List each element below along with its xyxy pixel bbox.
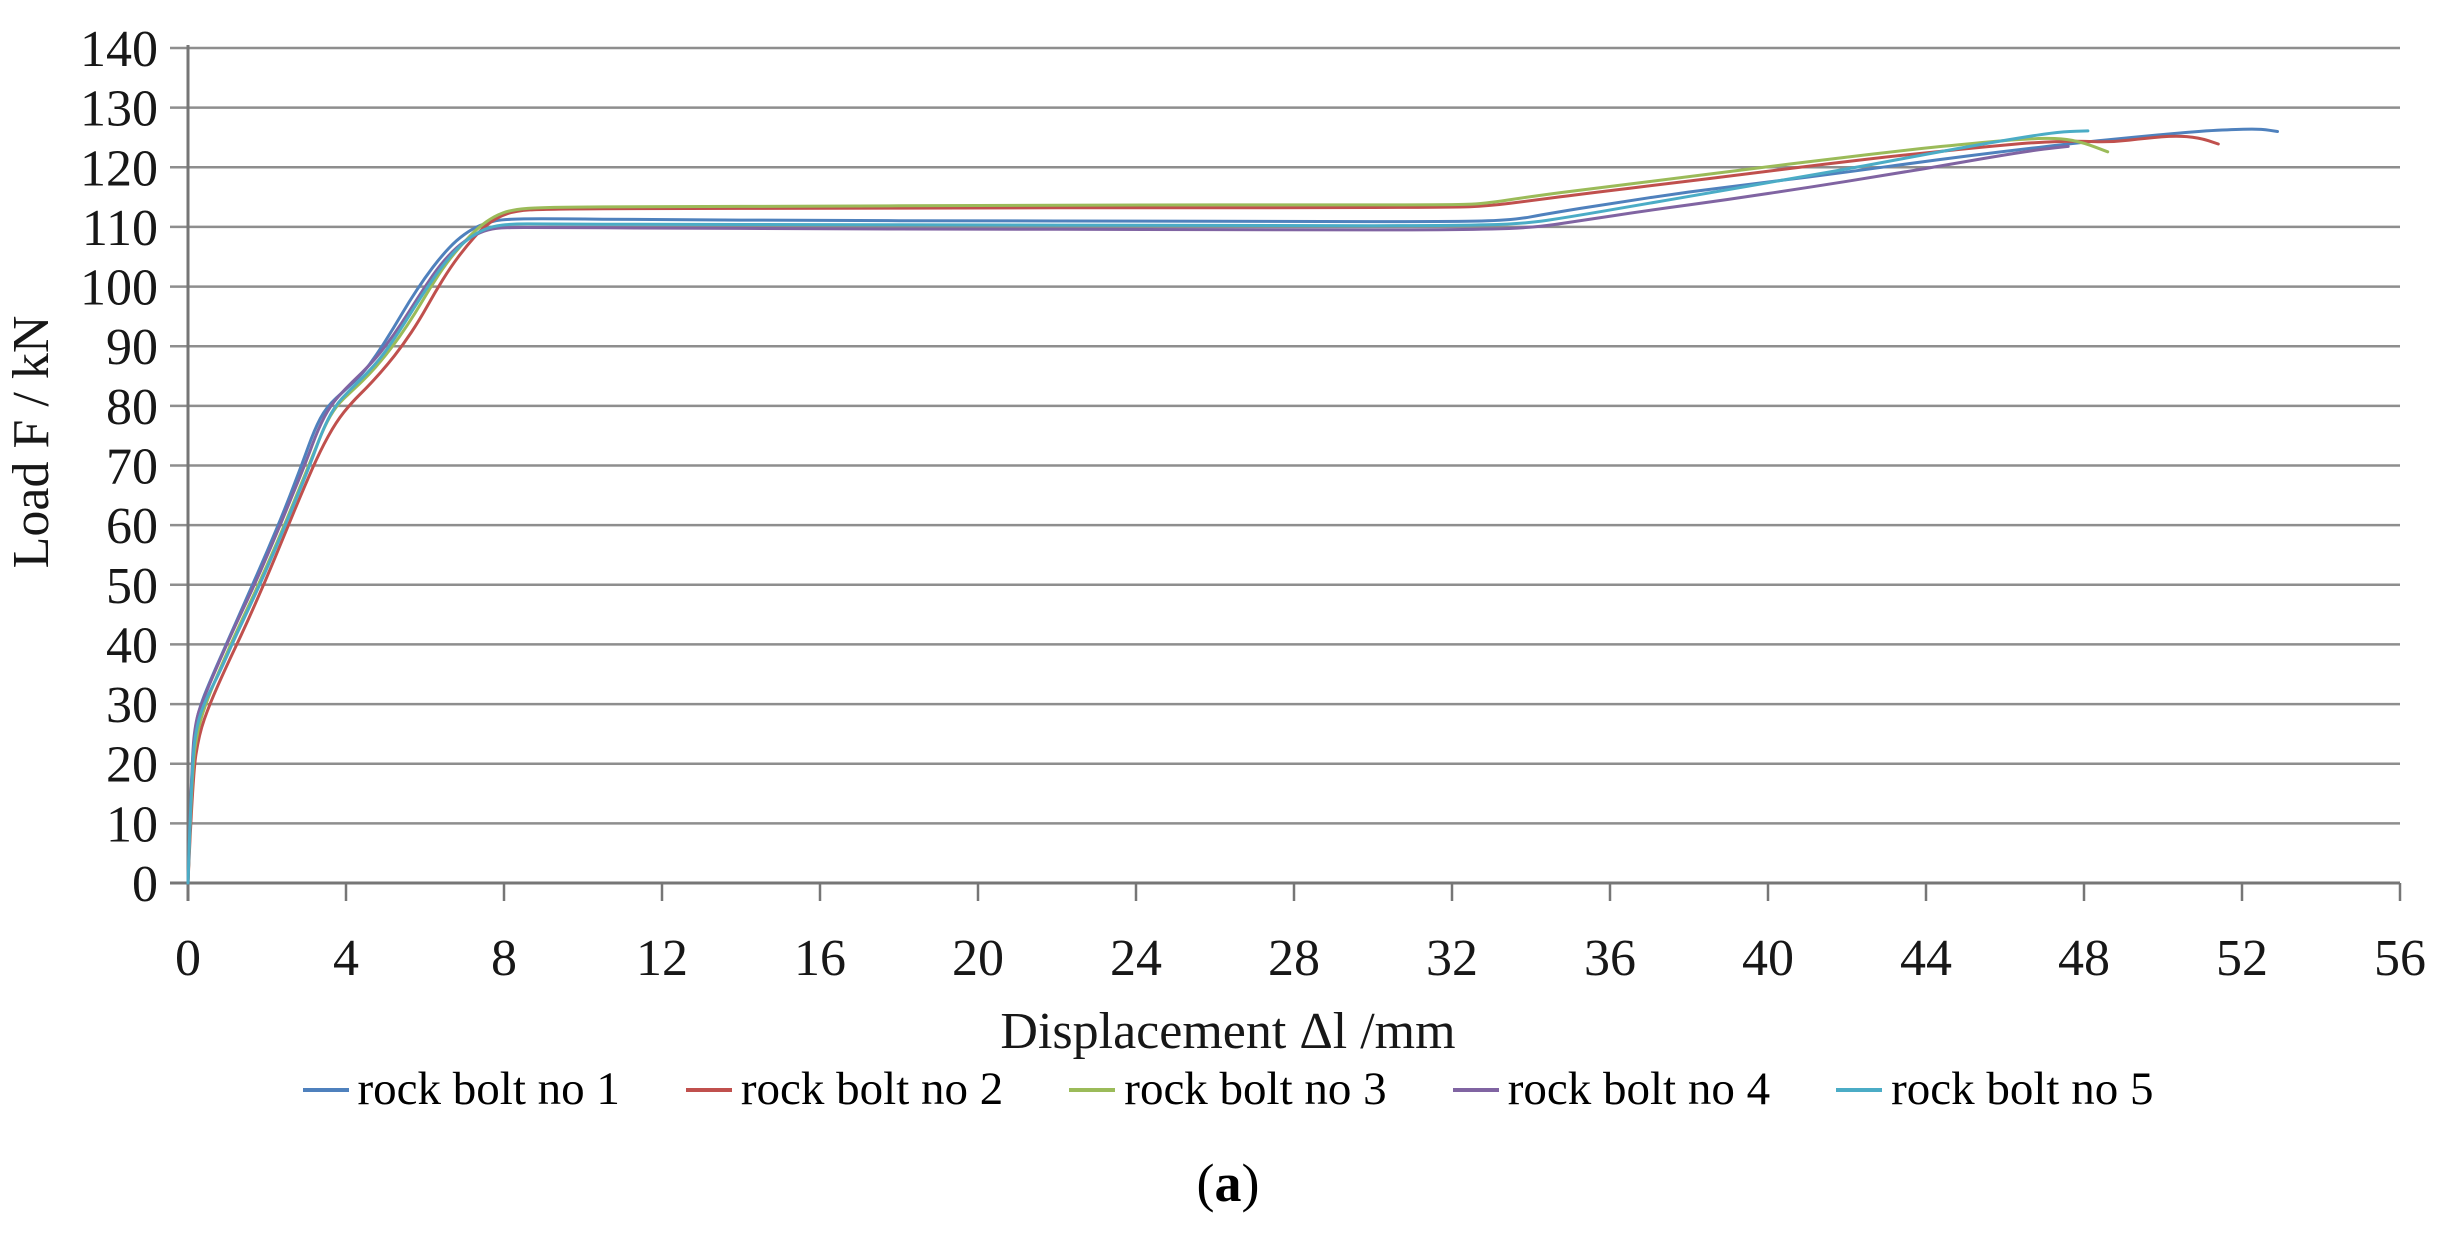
y-tick-label: 100 xyxy=(80,260,158,317)
y-tick-label: 110 xyxy=(82,200,158,257)
legend-line-swatch xyxy=(1069,1087,1116,1092)
x-tick-label: 32 xyxy=(1426,930,1478,987)
y-tick-label: 130 xyxy=(80,81,158,138)
x-tick-label: 24 xyxy=(1110,930,1162,987)
x-tick-label: 16 xyxy=(794,930,846,987)
y-tick-label: 70 xyxy=(106,439,158,496)
series-line-3 xyxy=(186,136,2110,885)
y-tick-label: 140 xyxy=(80,21,158,78)
legend-label: rock bolt no 2 xyxy=(740,1063,1004,1115)
legend-label: rock bolt no 1 xyxy=(357,1063,620,1115)
y-axis-title: Load F / kN xyxy=(3,316,60,569)
series-line-4 xyxy=(186,144,2070,885)
gridlines xyxy=(170,46,2400,885)
x-tick-label: 0 xyxy=(175,930,201,987)
chart-legend: rock bolt no 1 rock bolt no 2 rock bolt no… xyxy=(0,1066,2456,1113)
x-tick-label: 56 xyxy=(2374,930,2426,987)
x-tick-label: 28 xyxy=(1268,930,1320,987)
legend-label: rock bolt no 3 xyxy=(1124,1063,1387,1115)
caption-open-paren: ( xyxy=(1196,1153,1215,1213)
x-tick-label: 44 xyxy=(1900,930,1952,987)
x-tick-label: 52 xyxy=(2216,930,2268,987)
legend-label: rock bolt no 5 xyxy=(1891,1063,2154,1115)
x-tick-label: 40 xyxy=(1742,930,1794,987)
x-tick-label: 36 xyxy=(1584,930,1636,987)
caption-letter: a xyxy=(1214,1153,1242,1213)
x-tick-labels: 0 4 8 12 16 20 24 28 32 36 40 44 48 52 56 xyxy=(175,930,2426,987)
x-tick-label: 12 xyxy=(636,930,688,987)
y-tick-label: 90 xyxy=(106,319,158,376)
caption-close-paren: ) xyxy=(1241,1153,1260,1213)
y-tick-label: 10 xyxy=(106,796,158,853)
legend-label: rock bolt no 4 xyxy=(1507,1063,1771,1115)
y-tick-label: 20 xyxy=(106,737,158,794)
series-line-1 xyxy=(186,127,2279,885)
y-tick-label: 40 xyxy=(106,617,158,674)
y-tick-label: 80 xyxy=(106,379,158,436)
series-line-2 xyxy=(186,134,2220,885)
legend-item-5: rock bolt no 5 xyxy=(1836,1066,2153,1113)
y-tick-label: 0 xyxy=(132,856,158,913)
series-lines xyxy=(186,127,2279,885)
legend-item-3: rock bolt no 3 xyxy=(1069,1063,1387,1115)
x-axis-title: Displacement Δl /mm xyxy=(1000,1003,1455,1060)
legend-line-swatch xyxy=(1836,1087,1883,1092)
x-tick-label: 8 xyxy=(491,930,517,987)
legend-item-4: rock bolt no 4 xyxy=(1452,1063,1771,1115)
legend-item-1: rock bolt no 1 xyxy=(302,1063,620,1115)
series-line-5 xyxy=(186,129,2090,885)
y-tick-label: 60 xyxy=(106,498,158,555)
legend-item-2: rock bolt no 2 xyxy=(685,1063,1004,1115)
axis-ticks xyxy=(186,883,2402,901)
legend-line-swatch xyxy=(302,1087,349,1092)
legend-line-swatch xyxy=(685,1087,732,1092)
y-tick-label: 30 xyxy=(106,677,158,734)
y-tick-label: 50 xyxy=(106,558,158,615)
x-tick-label: 48 xyxy=(2058,930,2110,987)
y-tick-label: 120 xyxy=(80,140,158,197)
x-tick-label: 20 xyxy=(952,930,1004,987)
x-tick-label: 4 xyxy=(333,930,359,987)
figure-caption: (a) xyxy=(0,1152,2456,1214)
legend-line-swatch xyxy=(1452,1087,1499,1092)
